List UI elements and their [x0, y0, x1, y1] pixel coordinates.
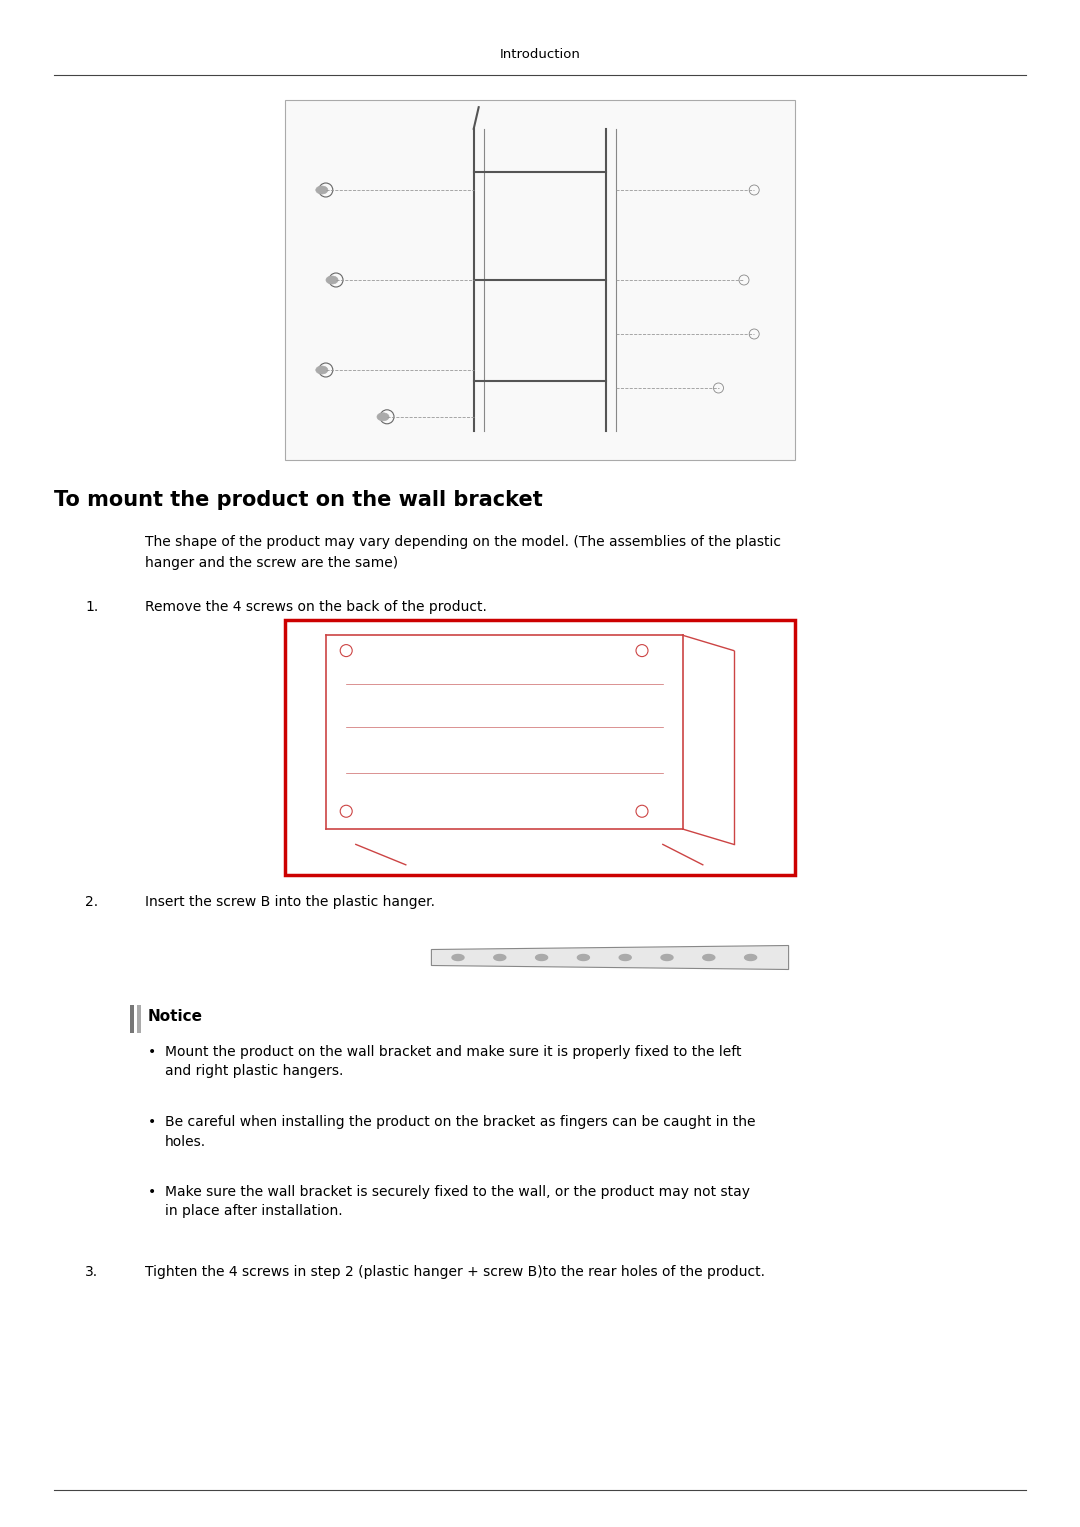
Text: •: •	[148, 1185, 157, 1199]
Ellipse shape	[661, 954, 673, 960]
Text: •: •	[148, 1115, 157, 1128]
Text: •: •	[148, 1044, 157, 1060]
Text: Mount the product on the wall bracket and make sure it is properly fixed to the : Mount the product on the wall bracket an…	[165, 1044, 742, 1078]
Text: Tighten the 4 screws in step 2 (plastic hanger + screw B)to the rear holes of th: Tighten the 4 screws in step 2 (plastic …	[145, 1264, 765, 1280]
Ellipse shape	[536, 954, 548, 960]
Polygon shape	[431, 945, 788, 970]
Text: Notice: Notice	[148, 1009, 203, 1025]
Text: Introduction: Introduction	[500, 49, 580, 61]
Text: 3.: 3.	[85, 1264, 98, 1280]
Text: 2.: 2.	[85, 895, 98, 909]
Text: Make sure the wall bracket is securely fixed to the wall, or the product may not: Make sure the wall bracket is securely f…	[165, 1185, 750, 1219]
Ellipse shape	[315, 366, 328, 374]
Ellipse shape	[315, 186, 328, 194]
Bar	[130, 1005, 134, 1032]
Ellipse shape	[578, 954, 590, 960]
Bar	[137, 1005, 141, 1032]
Ellipse shape	[453, 954, 464, 960]
Ellipse shape	[619, 954, 631, 960]
Text: 1.: 1.	[85, 600, 98, 614]
Text: The shape of the product may vary depending on the model. (The assemblies of the: The shape of the product may vary depend…	[145, 534, 781, 570]
Text: Insert the screw B into the plastic hanger.: Insert the screw B into the plastic hang…	[145, 895, 435, 909]
Ellipse shape	[744, 954, 757, 960]
Ellipse shape	[703, 954, 715, 960]
Text: Remove the 4 screws on the back of the product.: Remove the 4 screws on the back of the p…	[145, 600, 487, 614]
Bar	[285, 620, 795, 875]
Text: Be careful when installing the product on the bracket as fingers can be caught i: Be careful when installing the product o…	[165, 1115, 756, 1148]
Ellipse shape	[377, 412, 389, 421]
Ellipse shape	[326, 276, 338, 284]
Ellipse shape	[494, 954, 505, 960]
Text: To mount the product on the wall bracket: To mount the product on the wall bracket	[54, 490, 543, 510]
Bar	[285, 99, 795, 460]
